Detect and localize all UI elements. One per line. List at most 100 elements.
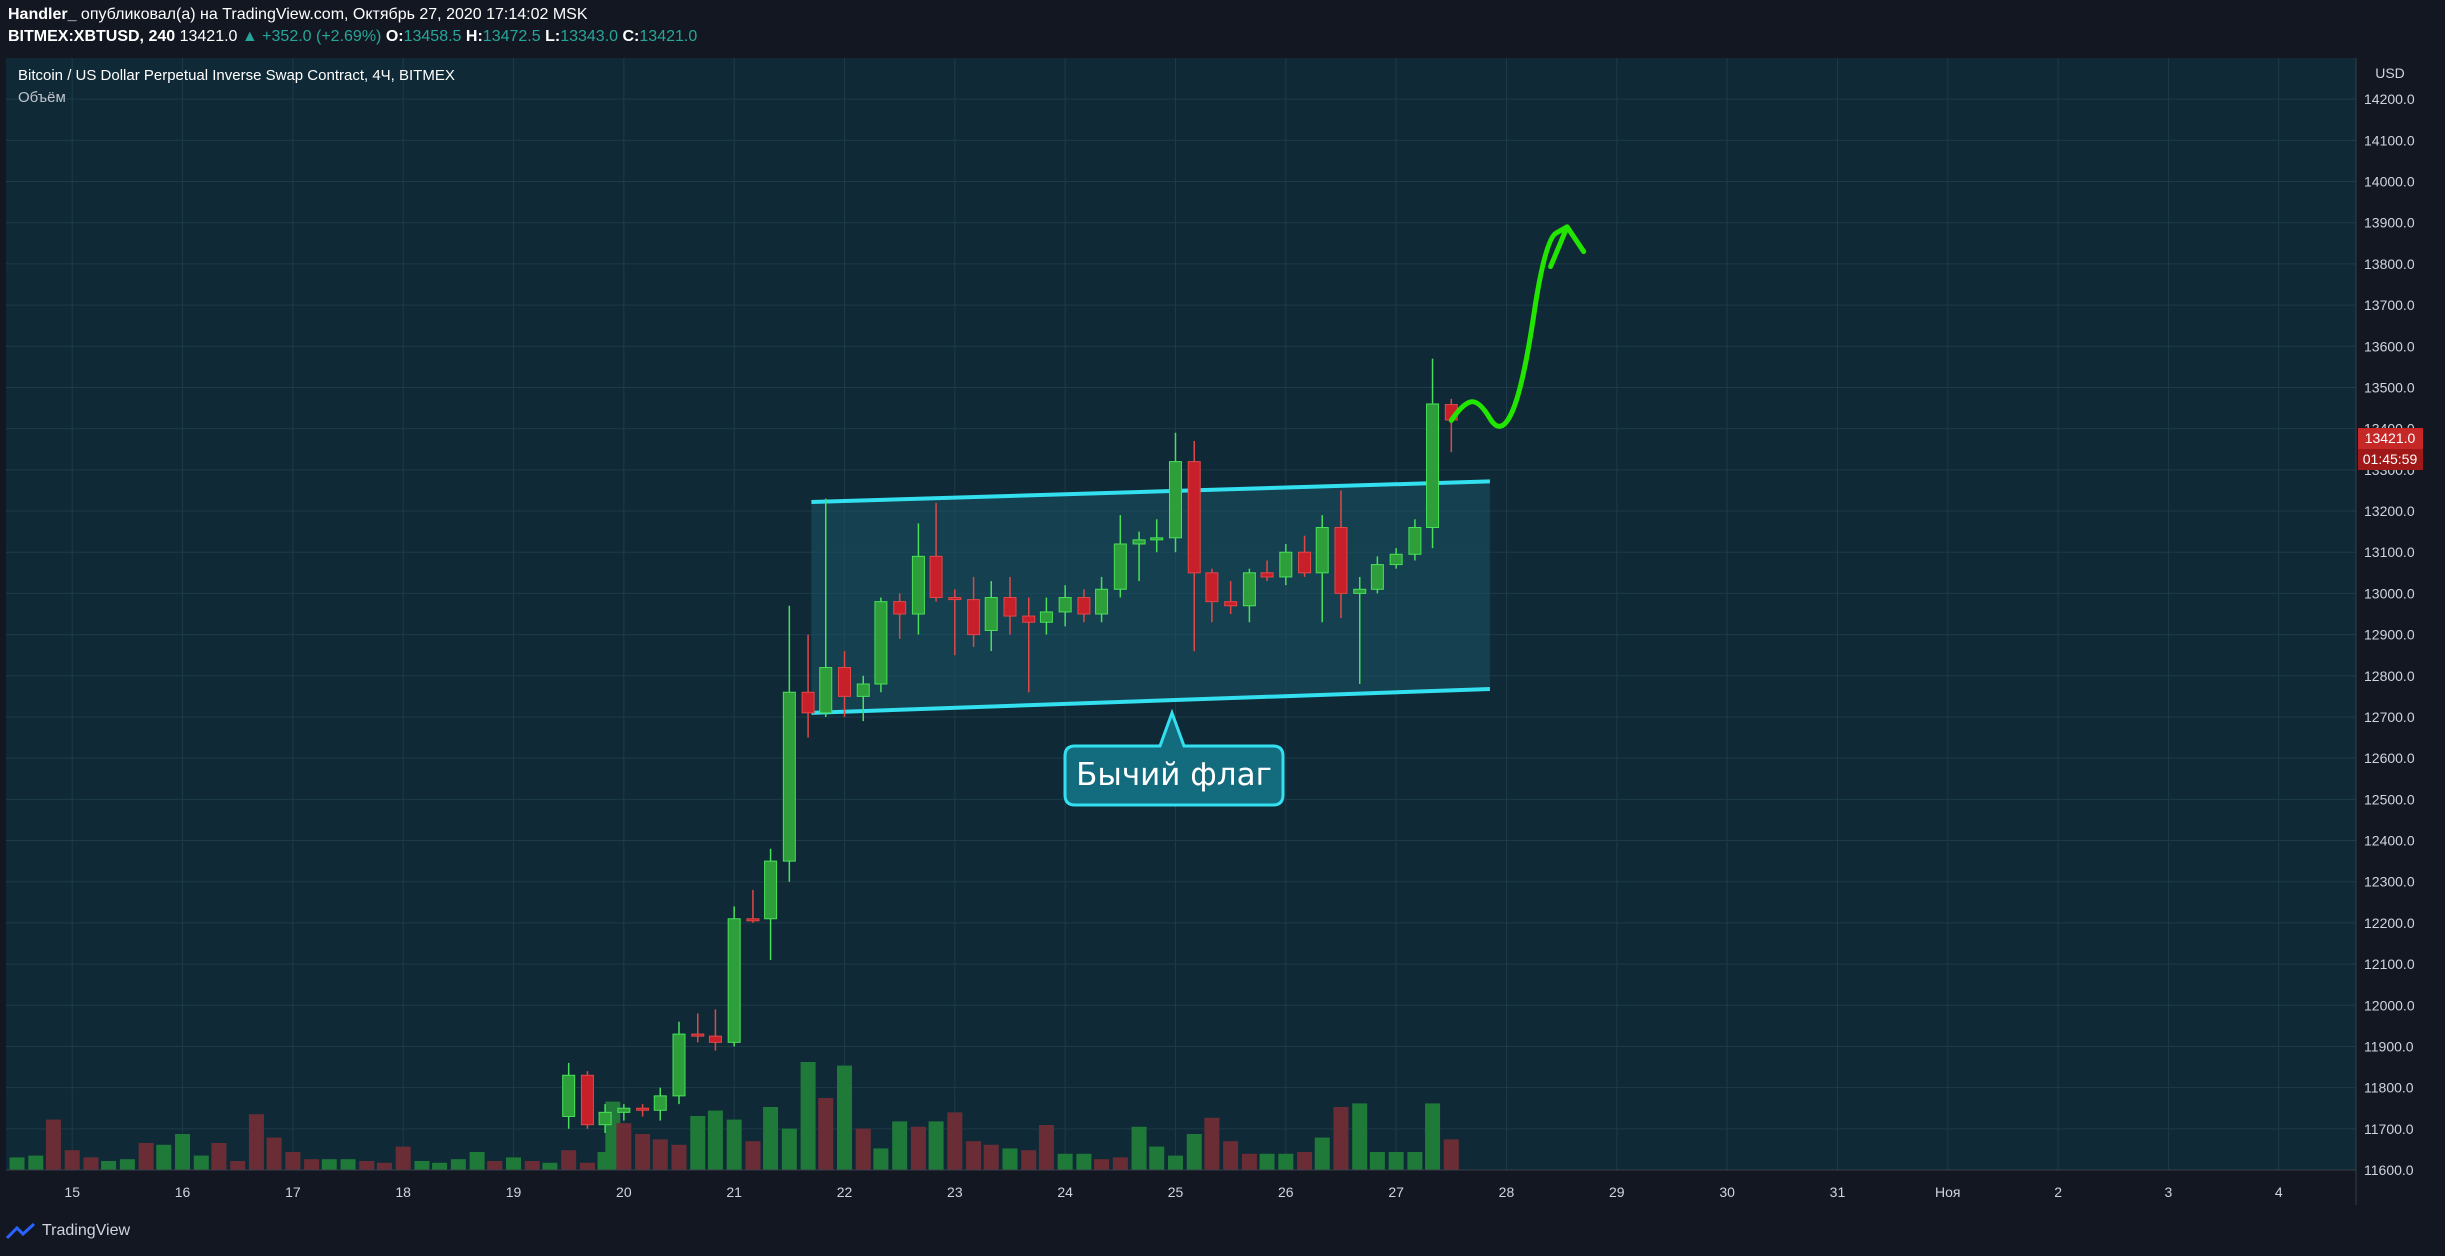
volume-bar	[1369, 1152, 1385, 1170]
projection-arrow	[1448, 224, 1587, 429]
last-price: 13421.0	[179, 28, 238, 45]
time-tick-label: 16	[175, 1184, 191, 1200]
price-tick-label: 13000.0	[2364, 585, 2415, 601]
legend-title[interactable]: Bitcoin / US Dollar Perpetual Inverse Sw…	[18, 67, 455, 84]
candle-body	[1334, 527, 1348, 594]
volume-bar	[450, 1159, 466, 1170]
volume-bar	[579, 1162, 595, 1170]
time-tick-label: 22	[837, 1184, 853, 1200]
projection-arrowhead	[1548, 224, 1587, 270]
volume-bar	[561, 1150, 577, 1170]
volume-bar	[1131, 1126, 1147, 1170]
publish-info: Handler_ опубликовал(а) на TradingView.c…	[8, 6, 588, 24]
candle-body	[1279, 551, 1293, 578]
candle-body	[1242, 572, 1256, 607]
time-tick-label: 2	[2054, 1184, 2062, 1200]
price-tick-label: 12200.0	[2364, 915, 2415, 931]
candle-body	[691, 1033, 705, 1037]
volume-bar	[414, 1161, 430, 1170]
countdown-tag	[2358, 449, 2423, 470]
close-label: C:	[622, 28, 640, 45]
volume-bar	[285, 1152, 301, 1170]
volume-bar	[1297, 1152, 1313, 1170]
volume-bar	[45, 1119, 61, 1170]
price-axis: 11600.0 11700.0 11800.0 11900.0 12000.0 12100…	[2364, 91, 2415, 1178]
volume-bar	[1076, 1153, 1092, 1170]
candle-body	[708, 1035, 722, 1043]
open-value: 13458.5	[403, 28, 462, 45]
volume-bar	[726, 1119, 742, 1170]
candle-body	[1353, 588, 1367, 594]
bar-countdown: 01:45:59	[2363, 451, 2418, 467]
volume-bar	[1407, 1152, 1423, 1170]
price-tick-label: 12600.0	[2364, 750, 2415, 766]
bull-flag-callout[interactable]: Бычий флаг	[1063, 708, 1285, 807]
volume-bar	[156, 1144, 172, 1170]
candle-body	[653, 1095, 667, 1111]
volume-bar	[1002, 1148, 1018, 1170]
candle-body	[801, 691, 815, 714]
candle-body	[1260, 572, 1274, 578]
time-tick-label: 24	[1057, 1184, 1073, 1200]
symbol-name[interactable]: BITMEX:XBTUSD, 240	[8, 28, 176, 45]
channel-lower-line	[811, 686, 1490, 715]
time-tick-label: 21	[726, 1184, 742, 1200]
volume-bar	[395, 1146, 411, 1170]
volume-bar	[1388, 1152, 1404, 1170]
time-tick-label: 28	[1499, 1184, 1515, 1200]
time-tick-label: 20	[616, 1184, 632, 1200]
time-tick-label: 26	[1278, 1184, 1294, 1200]
price-change: ▲ +352.0 (+2.69%)	[241, 28, 382, 45]
volume-bar	[707, 1110, 723, 1170]
volume-bar	[506, 1157, 522, 1170]
price-tick-label: 13900.0	[2364, 215, 2415, 231]
time-tick-label: 27	[1388, 1184, 1404, 1200]
price-tick-label: 12300.0	[2364, 874, 2415, 890]
time-tick-label: 25	[1168, 1184, 1184, 1200]
time-tick-label: 3	[2165, 1184, 2173, 1200]
volume-bar	[321, 1159, 337, 1170]
volume-bar	[230, 1161, 246, 1170]
candle-body	[837, 667, 851, 697]
high-label: H:	[465, 28, 483, 45]
candle-body	[948, 597, 962, 601]
candle-body	[1187, 461, 1201, 574]
candle-body	[1022, 615, 1036, 623]
brand-footer[interactable]: TradingView	[6, 1222, 130, 1240]
volume-bar	[524, 1161, 540, 1170]
price-tick-label: 12900.0	[2364, 627, 2415, 643]
legend-volume[interactable]: Объём	[18, 89, 66, 106]
volume-bar	[138, 1143, 154, 1170]
volume-bar	[1057, 1153, 1073, 1170]
candle-body	[929, 555, 943, 599]
candle-body	[1224, 601, 1238, 607]
low-label: L:	[545, 28, 561, 45]
time-tick-label: 29	[1609, 1184, 1625, 1200]
volume-bar	[671, 1144, 687, 1170]
projection-curve	[1448, 224, 1570, 429]
price-tick-label: 12500.0	[2364, 791, 2415, 807]
candle-body	[911, 555, 925, 615]
price-tick-label: 12000.0	[2364, 997, 2415, 1013]
volume-bar	[781, 1128, 797, 1170]
volume-bar	[359, 1161, 375, 1170]
candle-body	[1205, 572, 1219, 603]
price-tick-label: 12100.0	[2364, 956, 2415, 972]
callout-label: Бычий флаг	[1076, 757, 1272, 793]
volume-bar	[1241, 1153, 1257, 1170]
volume-bar	[983, 1144, 999, 1170]
volume-bar	[763, 1107, 779, 1170]
candle-body	[1039, 611, 1053, 623]
volume-bar	[376, 1162, 392, 1170]
price-tick-label: 13600.0	[2364, 338, 2415, 354]
candle-body	[764, 860, 778, 920]
candle-body	[746, 918, 760, 922]
volume-bar	[1094, 1159, 1110, 1170]
candle-body	[984, 597, 998, 631]
author-name[interactable]: Handler_	[8, 6, 77, 23]
price-tick-label: 12800.0	[2364, 668, 2415, 684]
volume-bar	[175, 1134, 191, 1170]
price-axis-currency[interactable]: USD	[2375, 65, 2405, 81]
price-tick-label: 13700.0	[2364, 297, 2415, 313]
